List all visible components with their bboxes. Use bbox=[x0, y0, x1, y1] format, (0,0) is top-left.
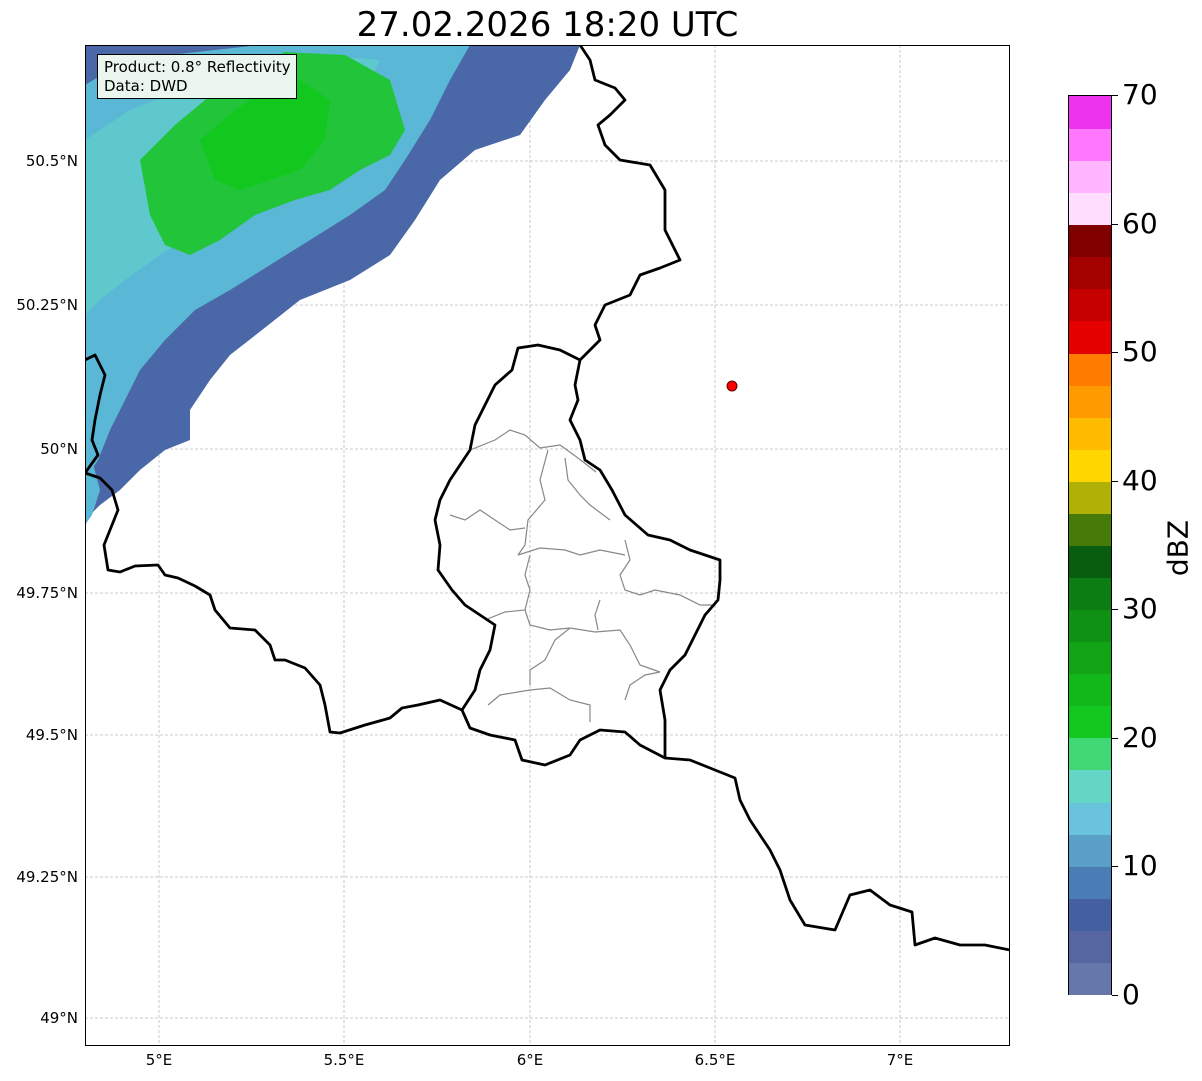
lon-label: 6.5°E bbox=[694, 1051, 736, 1069]
colorbar-segment bbox=[1069, 352, 1111, 386]
colorbar-segment bbox=[1069, 577, 1111, 611]
colorbar-segment bbox=[1069, 384, 1111, 418]
radar-echo-moderate-core bbox=[200, 80, 330, 190]
colorbar-segment bbox=[1069, 897, 1111, 931]
product-info-box: Product: 0.8° Reflectivity Data: DWD bbox=[97, 54, 297, 99]
colorbar-segment bbox=[1069, 865, 1111, 899]
colorbar-segment bbox=[1069, 641, 1111, 675]
colorbar-segment bbox=[1069, 705, 1111, 739]
colorbar-tick-label: 40 bbox=[1122, 464, 1158, 497]
product-text: Product: 0.8° Reflectivity bbox=[104, 58, 291, 76]
colorbar-tick bbox=[1112, 866, 1118, 867]
map-area[interactable] bbox=[85, 45, 1010, 1046]
colorbar-tick-label: 0 bbox=[1122, 978, 1140, 1011]
colorbar-segment bbox=[1069, 416, 1111, 450]
lat-label: 50.25°N bbox=[16, 296, 78, 314]
colorbar-tick bbox=[1112, 738, 1118, 739]
colorbar-segment bbox=[1069, 609, 1111, 643]
radar-echo-layer bbox=[85, 45, 580, 525]
colorbar-segment bbox=[1069, 673, 1111, 707]
colorbar-segment bbox=[1069, 320, 1111, 354]
colorbar-unit-label: dBZ bbox=[1161, 519, 1195, 577]
colorbar-segment bbox=[1069, 737, 1111, 771]
colorbar-segment bbox=[1069, 128, 1111, 162]
border-luxembourg bbox=[433, 343, 581, 711]
colorbar-tick bbox=[1112, 352, 1118, 353]
border-west-edge bbox=[85, 353, 107, 474]
data-source-text: Data: DWD bbox=[104, 77, 188, 95]
border-belgium-germany-north bbox=[568, 45, 722, 758]
lon-label: 5°E bbox=[145, 1051, 173, 1069]
radar-echo-edge-west bbox=[85, 350, 108, 525]
lon-label: 6°E bbox=[516, 1051, 544, 1069]
lat-label: 49°N bbox=[40, 1009, 78, 1027]
colorbar-segment bbox=[1069, 96, 1111, 129]
lat-label: 49.5°N bbox=[25, 726, 78, 744]
radar-station-marker bbox=[726, 380, 738, 392]
colorbar-tick-label: 60 bbox=[1122, 207, 1158, 240]
colorbar-segment bbox=[1069, 801, 1111, 835]
map-title: 27.02.2026 18:20 UTC bbox=[356, 5, 739, 45]
colorbar-segment bbox=[1069, 192, 1111, 226]
colorbar-segment bbox=[1069, 929, 1111, 963]
region-boundaries bbox=[449, 429, 715, 722]
border-west-belgium-france bbox=[85, 471, 1010, 952]
colorbar-tick-label: 70 bbox=[1122, 78, 1158, 111]
lon-label: 7°E bbox=[886, 1051, 914, 1069]
lat-label: 49.75°N bbox=[16, 584, 78, 602]
lat-label: 50°N bbox=[40, 440, 78, 458]
colorbar-segment bbox=[1069, 512, 1111, 546]
colorbar-segment bbox=[1069, 448, 1111, 482]
colorbar-tick bbox=[1112, 481, 1118, 482]
colorbar-segment bbox=[1069, 480, 1111, 514]
colorbar-segment bbox=[1069, 545, 1111, 578]
colorbar-tick bbox=[1112, 609, 1118, 610]
colorbar-segment bbox=[1069, 160, 1111, 194]
colorbar-tick-label: 20 bbox=[1122, 721, 1158, 754]
lat-label: 49.25°N bbox=[16, 868, 78, 886]
colorbar-tick-label: 10 bbox=[1122, 849, 1158, 882]
colorbar bbox=[1068, 95, 1112, 995]
colorbar-tick bbox=[1112, 224, 1118, 225]
lat-label: 50.5°N bbox=[25, 152, 78, 170]
colorbar-tick bbox=[1112, 995, 1118, 996]
colorbar-segment bbox=[1069, 224, 1111, 258]
map-svg bbox=[85, 45, 1010, 1046]
lon-label: 5.5°E bbox=[323, 1051, 365, 1069]
colorbar-tick bbox=[1112, 95, 1118, 96]
country-borders bbox=[85, 45, 1010, 952]
colorbar-tick-label: 30 bbox=[1122, 592, 1158, 625]
colorbar-segment bbox=[1069, 288, 1111, 322]
colorbar-tick-label: 50 bbox=[1122, 335, 1158, 368]
colorbar-segment bbox=[1069, 256, 1111, 290]
colorbar-segment bbox=[1069, 833, 1111, 867]
colorbar-segment bbox=[1069, 769, 1111, 803]
colorbar-segment bbox=[1069, 961, 1111, 995]
